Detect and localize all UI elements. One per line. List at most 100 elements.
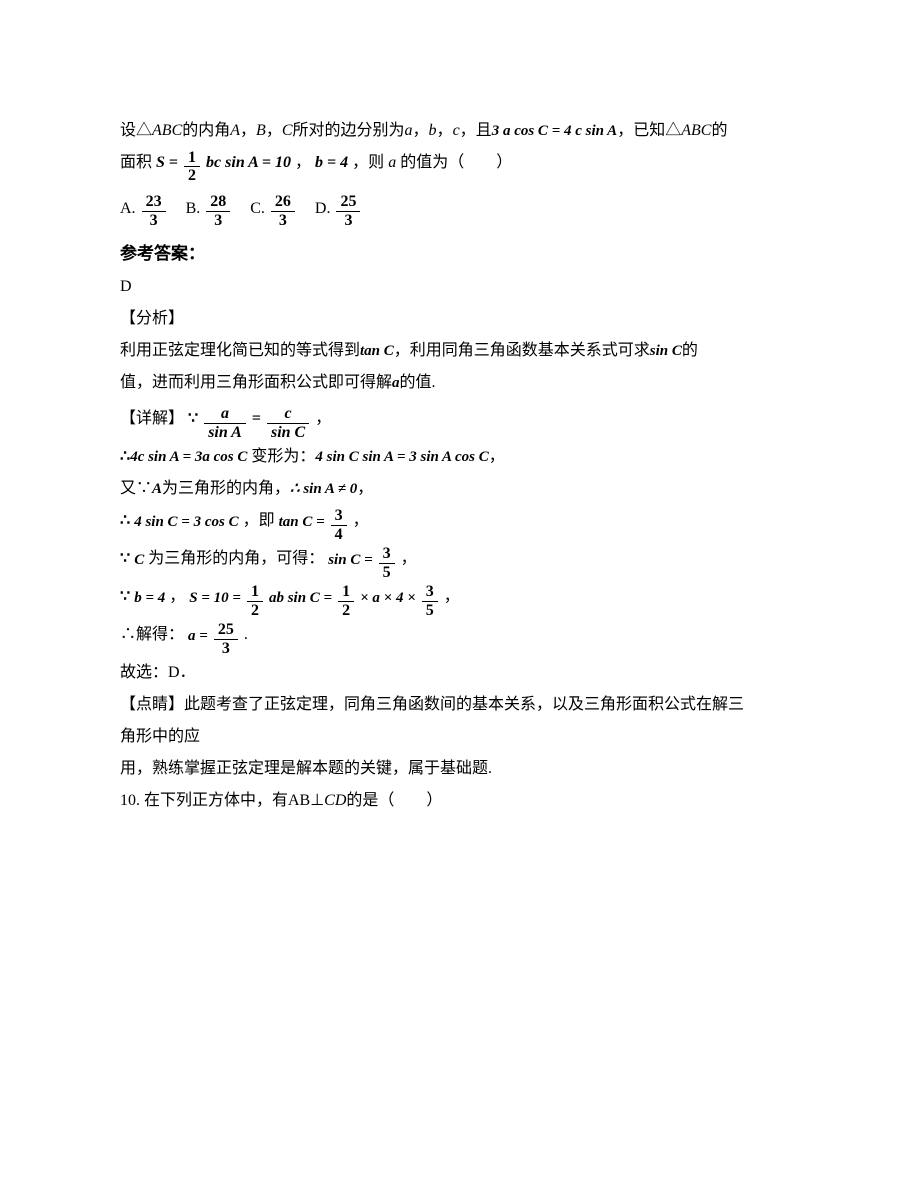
frac-c-sinC: c sin C [267, 405, 309, 441]
text: 值，进而利用三角形面积公式即可得解 [120, 374, 392, 391]
math-eq1: 3 a cos C = 4 c sin A [492, 123, 618, 139]
therefore-symbol: ∴ [120, 448, 130, 465]
math-sinC-eq: sin C = [328, 545, 372, 581]
text-abc2: ABC [681, 122, 711, 139]
text: 角形中的应 [120, 728, 200, 745]
text: 的值. [400, 374, 436, 391]
frac-3-5b: 3 5 [422, 583, 438, 619]
text: ， [413, 122, 429, 139]
analysis-line-2: 值，进而利用三角形面积公式即可得解a的值. [120, 367, 800, 399]
frac-a-sinA: a sin A [204, 405, 246, 441]
solution-final: 故选：D． [120, 657, 800, 689]
math-absinC: ab sin C = [269, 583, 332, 619]
option-B: B. 28 3 [186, 193, 233, 229]
text: ，即 [243, 505, 275, 543]
analysis-heading: 【分析】 [120, 303, 800, 335]
heading-text: 【分析】 [120, 310, 184, 327]
frac-num: 1 [247, 583, 263, 602]
frac-3-5: 3 5 [379, 545, 395, 581]
text: ， [437, 122, 453, 139]
frac-half-2: 1 2 [338, 583, 354, 619]
option-frac: 25 3 [336, 193, 360, 229]
var-C: C [282, 122, 293, 139]
frac-den: 3 [336, 212, 360, 230]
var-a2: a [388, 147, 396, 185]
option-C: C. 26 3 [250, 193, 297, 229]
option-label: C. [250, 193, 265, 229]
frac-half: 1 2 [184, 149, 200, 185]
math-S: S [156, 147, 165, 185]
reference-answer-letter: D [120, 271, 800, 303]
frac-num: 25 [336, 193, 360, 212]
frac-den: 2 [338, 602, 354, 620]
text-area-prefix: 面积 [120, 147, 152, 185]
var-B: B [256, 122, 266, 139]
text: 又∵ [120, 480, 152, 497]
frac-num: c [267, 405, 309, 424]
text: 为三角形的内角，可得： [148, 543, 324, 581]
option-frac: 28 3 [206, 193, 230, 229]
reference-answer-heading: 参考答案： [120, 237, 800, 271]
text: 用，熟练掌握正弦定理是解本题的关键，属于基础题. [120, 760, 492, 777]
because-symbol: ∵ [120, 581, 130, 619]
heading-text: 【点睛】 [120, 696, 184, 713]
math-b4: b = 4 [134, 583, 165, 619]
text: 的 [682, 342, 698, 359]
option-frac: 23 3 [142, 193, 166, 229]
text: 的值为（ ） [400, 147, 512, 185]
text: 此题考查了正弦定理，同角三角函数间的基本关系，以及三角形面积公式在解三 [184, 696, 744, 713]
text: ， [266, 122, 282, 139]
math-b4: b = 4 [315, 147, 348, 185]
var-b: b [429, 122, 437, 139]
frac-3-4: 3 4 [331, 507, 347, 543]
frac-num: 3 [422, 583, 438, 602]
solution-step-7: ∴解得： a = 25 3 . [120, 619, 800, 657]
math-a4: × a × 4 × [360, 583, 416, 619]
option-label: A. [120, 193, 136, 229]
text: ， [401, 543, 417, 581]
text: ， [240, 122, 256, 139]
frac-den: 3 [206, 212, 230, 230]
eq-sign: = [252, 403, 261, 441]
because-symbol: ∵ [188, 403, 198, 441]
text: ， [489, 448, 505, 465]
frac-num: 1 [184, 149, 200, 168]
text: ∴解得： [120, 619, 184, 657]
var-A: A [230, 122, 240, 139]
frac-25-3: 25 3 [214, 621, 238, 657]
text: 利用正弦定理化简已知的等式得到 [120, 342, 360, 359]
text: 故选：D． [120, 664, 196, 681]
heading-text: 【详解】 [120, 403, 184, 441]
frac-num: 28 [206, 193, 230, 212]
frac-half-1: 1 2 [247, 583, 263, 619]
frac-den: 5 [379, 564, 395, 582]
math-a-eq: a = [188, 621, 208, 657]
math: ∴ sin A ≠ 0 [290, 481, 357, 497]
solution-step-1: 【详解】 ∵ a sin A = c sin C ， [120, 403, 800, 441]
math-sinC: sin C [650, 343, 682, 359]
frac-den: 3 [214, 640, 238, 658]
var-CD: CD [324, 792, 346, 809]
text: 所对的边分别为 [293, 122, 405, 139]
heading-text: 参考答案： [120, 244, 205, 263]
frac-num: 23 [142, 193, 166, 212]
text: 在下列正方体中，有AB [144, 792, 310, 809]
therefore-symbol: ∴ [120, 505, 130, 543]
math-tanC: tan C [360, 343, 394, 359]
frac-num: 3 [379, 545, 395, 564]
q-number: 10. [120, 792, 144, 809]
text: ，则 [352, 147, 384, 185]
comment-line-3: 用，熟练掌握正弦定理是解本题的关键，属于基础题. [120, 753, 800, 785]
text: ， [315, 403, 331, 441]
document-page: 设△ABC的内角A，B，C所对的边分别为a，b，c，且3 a cos C = 4… [0, 0, 920, 1191]
math-eq: = [169, 147, 178, 185]
text: . [244, 619, 248, 657]
because-symbol: ∵ [120, 543, 130, 581]
frac-num: 3 [331, 507, 347, 526]
frac-den: 4 [331, 526, 347, 544]
analysis-line-1: 利用正弦定理化简已知的等式得到tan C，利用同角三角函数基本关系式可求sin … [120, 335, 800, 367]
text: ， [357, 480, 373, 497]
math-a: a [392, 375, 400, 391]
solution-step-2: ∴4c sin A = 3a cos C 变形为：4 sin C sin A =… [120, 441, 800, 473]
solution-step-4: ∴4 sin C = 3 cos C，即 tan C = 3 4 ， [120, 505, 800, 543]
